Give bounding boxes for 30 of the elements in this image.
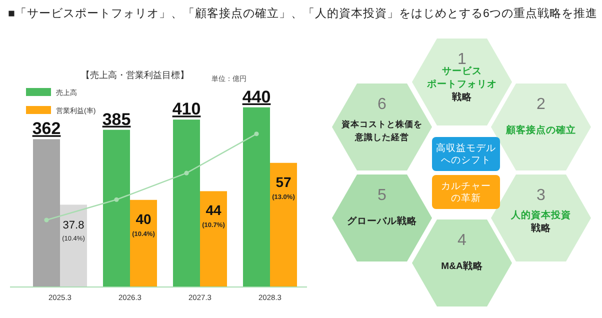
text: 2 [536,96,546,113]
text: 4 [458,232,467,249]
text: 意識した経営 [354,132,409,142]
data-label: 440 [242,87,271,106]
text: 資本コストと株価を [340,119,422,129]
text: 1 [458,51,467,68]
text: カルチャー [441,181,491,192]
text: 顧客接点の確立 [505,124,576,136]
text: 戦略 [530,222,552,234]
data-label: 362 [32,119,61,138]
point [254,132,259,136]
text: へのシフト [441,155,491,166]
text: グローバル戦略 [347,215,418,227]
text: 高収益モデル [436,142,496,154]
text: M&A戦略 [441,260,484,272]
text: 3 [536,187,546,204]
data-label: 385 [102,110,131,129]
text: の革新 [451,192,481,204]
text: 6 [378,96,387,113]
chart-title: ■「サービスポートフォリオ」、「顧客接点の確立」、「人的資本投資」をはじめとする6つの重点戦略を推進 [8,6,598,20]
point [184,170,189,176]
text: 5 [378,187,387,204]
text: 人的資本投資 [510,209,571,221]
point [44,218,49,222]
data-label: 410 [172,100,201,119]
text: ポートフォリオ [426,79,497,90]
chart-subtitle: 【売上高・営業利益目標】 [81,70,189,80]
text: サービス [442,65,482,77]
text: 戦略 [451,91,473,103]
point [114,197,119,202]
